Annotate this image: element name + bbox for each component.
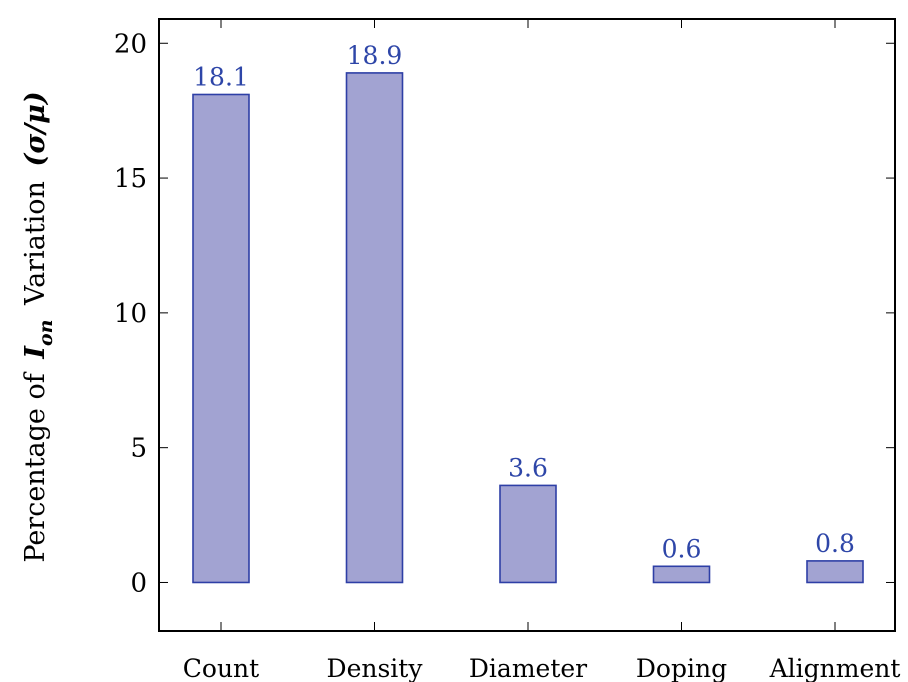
y-axis-label-subscript: on bbox=[35, 320, 57, 347]
y-tick-label: 0 bbox=[130, 568, 147, 598]
y-tick-labels: 0 5 10 15 20 bbox=[114, 29, 147, 598]
x-category-label-diameter: Diameter bbox=[469, 654, 587, 682]
data-label-doping: 0.6 bbox=[662, 534, 702, 563]
x-category-label-count: Count bbox=[183, 654, 259, 682]
bar-doping bbox=[652, 565, 711, 584]
data-labels: 18.1 18.9 3.6 0.6 0.8 bbox=[193, 41, 855, 563]
bars bbox=[192, 72, 864, 584]
data-label-alignment: 0.8 bbox=[815, 529, 855, 558]
x-category-label-doping: Doping bbox=[636, 654, 727, 682]
x-category-label-density: Density bbox=[327, 654, 424, 682]
y-tick-label: 15 bbox=[114, 164, 147, 194]
axis-ticks bbox=[159, 19, 895, 631]
y-tick-label: 10 bbox=[114, 299, 147, 329]
y-axis-label-symbol: I bbox=[20, 345, 51, 360]
y-tick-label: 5 bbox=[130, 434, 147, 464]
y-axis-label-formula: (σ/μ) bbox=[20, 91, 51, 166]
bar-count bbox=[192, 93, 250, 584]
data-label-diameter: 3.6 bbox=[508, 453, 548, 482]
data-label-density: 18.9 bbox=[347, 41, 403, 70]
x-category-labels: Count Density Diameter Doping Alignment bbox=[183, 654, 901, 682]
plot-frame bbox=[158, 18, 896, 632]
bar-diameter bbox=[499, 484, 557, 584]
y-axis-label-prefix: Percentage of bbox=[20, 371, 51, 562]
bar-density bbox=[345, 72, 404, 584]
data-label-count: 18.1 bbox=[193, 62, 249, 91]
y-axis-label: Percentage of Ion Variation (σ/μ) bbox=[20, 91, 59, 562]
x-category-label-alignment: Alignment bbox=[769, 654, 901, 682]
y-tick-label: 20 bbox=[114, 29, 147, 59]
bar-alignment bbox=[806, 560, 864, 584]
y-axis-label-suffix: Variation bbox=[20, 181, 51, 306]
